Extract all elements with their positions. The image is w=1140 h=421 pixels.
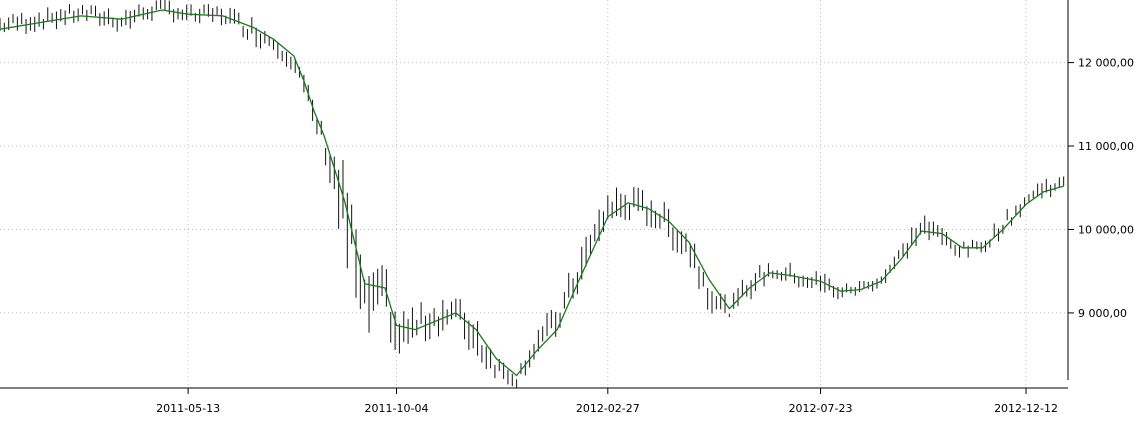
x-tick-label: 2012-07-23 — [789, 402, 853, 415]
chart-grid — [0, 0, 1068, 388]
x-tick-label: 2011-05-13 — [156, 402, 220, 415]
y-tick-label: 11 000,00 — [1078, 140, 1134, 153]
x-tick-label: 2012-02-27 — [576, 402, 640, 415]
x-tick-label: 2011-10-04 — [365, 402, 429, 415]
x-tick-label: 2012-12-12 — [994, 402, 1058, 415]
moving-average-line — [0, 9, 1064, 377]
ohlc-bars — [0, 0, 1065, 388]
y-tick-label: 9 000,00 — [1078, 307, 1127, 320]
y-tick-label: 10 000,00 — [1078, 223, 1134, 236]
moving-average-series — [0, 9, 1064, 377]
y-tick-label: 12 000,00 — [1078, 57, 1134, 70]
